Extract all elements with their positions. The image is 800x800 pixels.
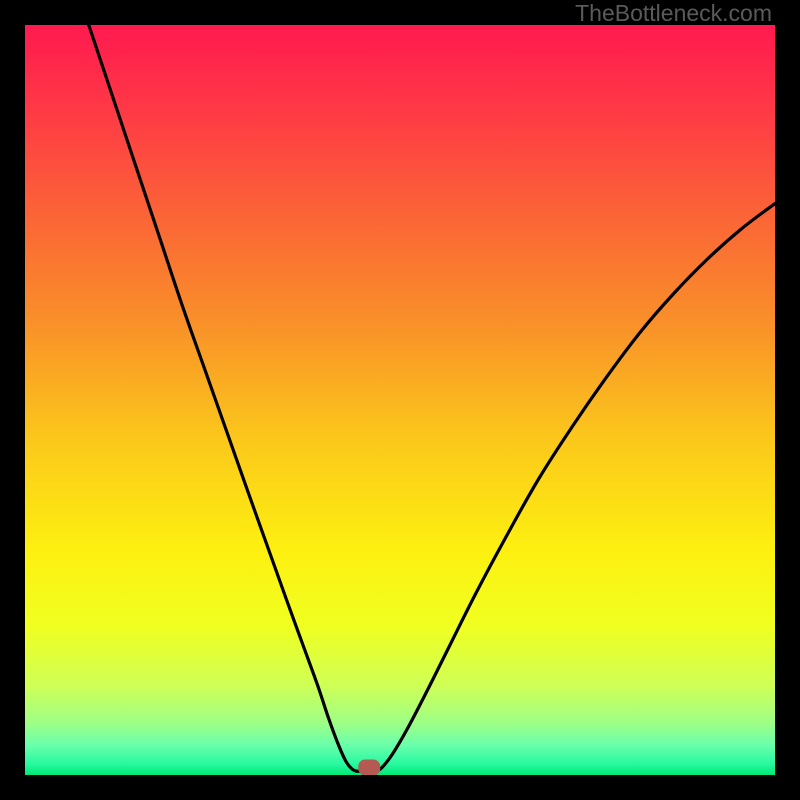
chart-frame: TheBottleneck.com <box>0 0 800 800</box>
plot-area <box>25 25 775 775</box>
watermark-text: TheBottleneck.com <box>575 0 772 27</box>
bottleneck-chart-svg <box>25 25 775 775</box>
gradient-background <box>25 25 775 775</box>
optimum-marker <box>358 760 380 776</box>
